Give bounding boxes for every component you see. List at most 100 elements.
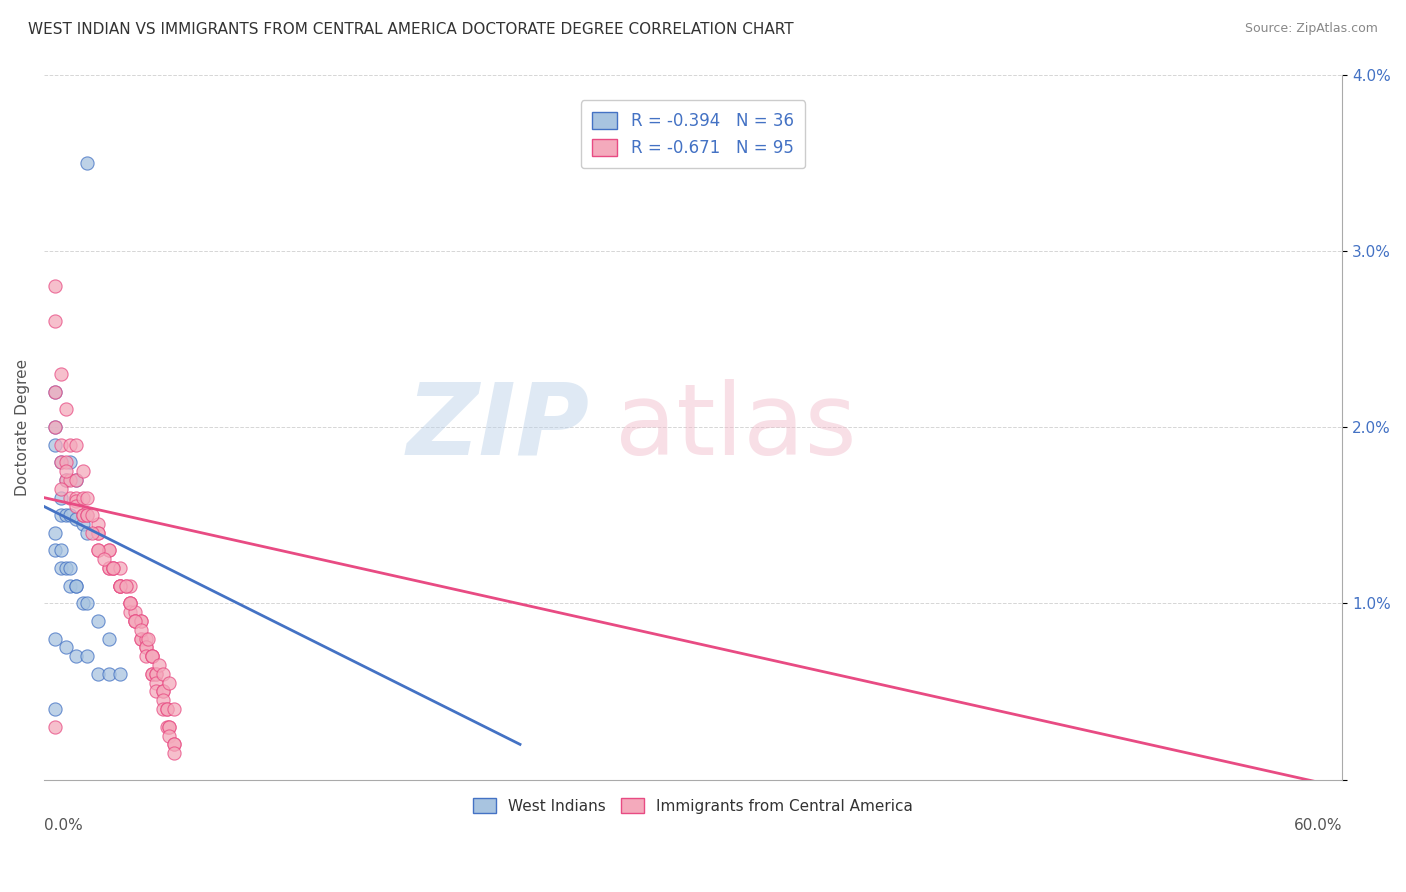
Point (129, 614, 152, 628)
Point (108, 579, 131, 593)
Point (136, 632, 159, 646)
Legend: West Indians, Immigrants from Central America: West Indians, Immigrants from Central Am… (465, 790, 921, 822)
Point (141, 649, 163, 664)
Point (152, 666, 174, 681)
Point (55, 508, 77, 523)
Point (163, 702, 186, 716)
Point (108, 579, 131, 593)
Point (97, 561, 120, 575)
Point (44, 543, 66, 558)
Point (115, 579, 138, 593)
Point (97, 666, 120, 681)
Point (101, 561, 124, 575)
Point (157, 675, 180, 690)
Point (44, 632, 66, 646)
Point (65, 473, 87, 487)
Point (145, 666, 167, 681)
Point (135, 640, 157, 655)
Point (108, 579, 131, 593)
Point (141, 649, 163, 664)
Point (51, 455, 73, 469)
Point (44, 420, 66, 434)
Point (59, 438, 82, 452)
Point (124, 614, 146, 628)
Point (76, 508, 98, 523)
Point (87, 666, 110, 681)
Point (44, 420, 66, 434)
Point (108, 579, 131, 593)
Point (145, 675, 167, 690)
Point (156, 702, 179, 716)
Point (101, 561, 124, 575)
Point (65, 512, 87, 526)
Point (44, 279, 66, 293)
Point (65, 438, 87, 452)
Point (141, 666, 163, 681)
Point (72, 596, 94, 610)
Point (65, 579, 87, 593)
Point (120, 605, 142, 619)
Point (76, 525, 98, 540)
Point (59, 561, 82, 575)
Point (51, 367, 73, 381)
Point (87, 543, 110, 558)
Text: Source: ZipAtlas.com: Source: ZipAtlas.com (1244, 22, 1378, 36)
Point (163, 737, 186, 751)
Point (141, 666, 163, 681)
Point (108, 561, 131, 575)
Point (55, 455, 77, 469)
Point (97, 543, 120, 558)
Point (135, 632, 157, 646)
Point (55, 561, 77, 575)
Point (87, 525, 110, 540)
Point (129, 623, 152, 637)
Point (157, 729, 180, 743)
Point (115, 579, 138, 593)
Point (108, 666, 131, 681)
Point (51, 561, 73, 575)
Point (65, 473, 87, 487)
Point (44, 702, 66, 716)
Point (129, 632, 152, 646)
Point (97, 561, 120, 575)
Point (120, 596, 142, 610)
Point (55, 640, 77, 655)
Point (65, 649, 87, 664)
Point (124, 614, 146, 628)
Point (141, 649, 163, 664)
Point (51, 508, 73, 523)
Point (124, 605, 146, 619)
Y-axis label: Doctorate Degree: Doctorate Degree (15, 359, 30, 496)
Point (76, 649, 98, 664)
Point (80, 525, 103, 540)
Point (148, 658, 170, 673)
Point (135, 640, 157, 655)
Point (51, 543, 73, 558)
Point (124, 614, 146, 628)
Point (44, 438, 66, 452)
Point (65, 491, 87, 505)
Point (76, 155, 98, 169)
Point (152, 684, 174, 698)
Point (152, 684, 174, 698)
Text: WEST INDIAN VS IMMIGRANTS FROM CENTRAL AMERICA DOCTORATE DEGREE CORRELATION CHAR: WEST INDIAN VS IMMIGRANTS FROM CENTRAL A… (28, 22, 794, 37)
Point (76, 596, 98, 610)
Point (59, 508, 82, 523)
Point (51, 491, 73, 505)
Point (152, 702, 174, 716)
Point (129, 632, 152, 646)
Text: 0.0%: 0.0% (44, 818, 83, 833)
Point (145, 666, 167, 681)
Point (157, 720, 180, 734)
Point (55, 402, 77, 417)
Point (87, 525, 110, 540)
Point (152, 693, 174, 707)
Point (65, 494, 87, 508)
Point (163, 737, 186, 751)
Point (65, 500, 87, 514)
Point (97, 543, 120, 558)
Point (59, 491, 82, 505)
Point (157, 720, 180, 734)
Point (145, 684, 167, 698)
Point (156, 702, 179, 716)
